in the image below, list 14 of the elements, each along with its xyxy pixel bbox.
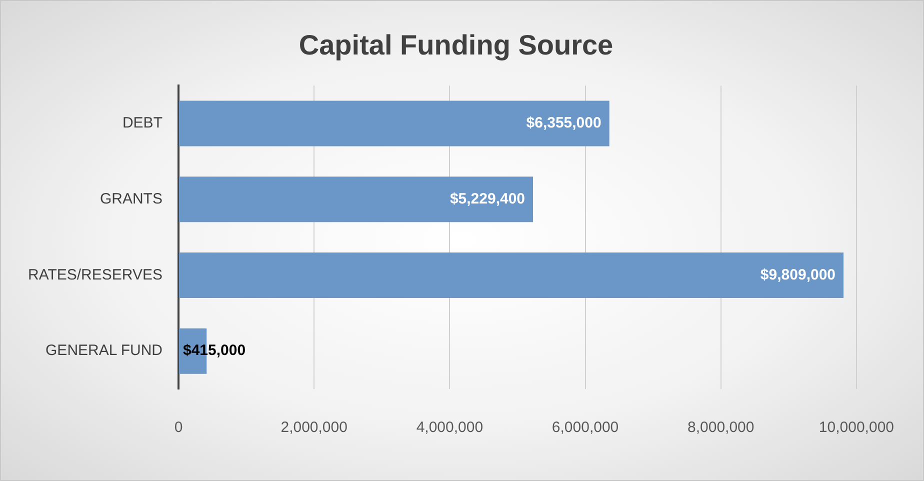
x-tick-label: 4,000,000 — [416, 419, 484, 436]
y-tick-label: GENERAL FUND — [46, 342, 163, 360]
x-tick-label: 10,000,000 — [818, 419, 894, 436]
chart-title: Capital Funding Source — [298, 30, 614, 61]
y-tick-label: GRANTS — [100, 190, 162, 208]
x-tick-label: 2,000,000 — [280, 419, 348, 436]
x-tick-label: 6,000,000 — [552, 419, 619, 436]
y-tick-label: RATES/RESERVES — [28, 266, 162, 284]
data-label: $5,229,400 — [450, 190, 526, 208]
x-tick-label: 8,000,000 — [688, 419, 754, 436]
data-label: $9,809,000 — [760, 266, 836, 284]
x-tick-label: 0 — [174, 419, 183, 436]
data-label: $6,355,000 — [526, 114, 602, 132]
y-tick-label: DEBT — [122, 114, 162, 132]
